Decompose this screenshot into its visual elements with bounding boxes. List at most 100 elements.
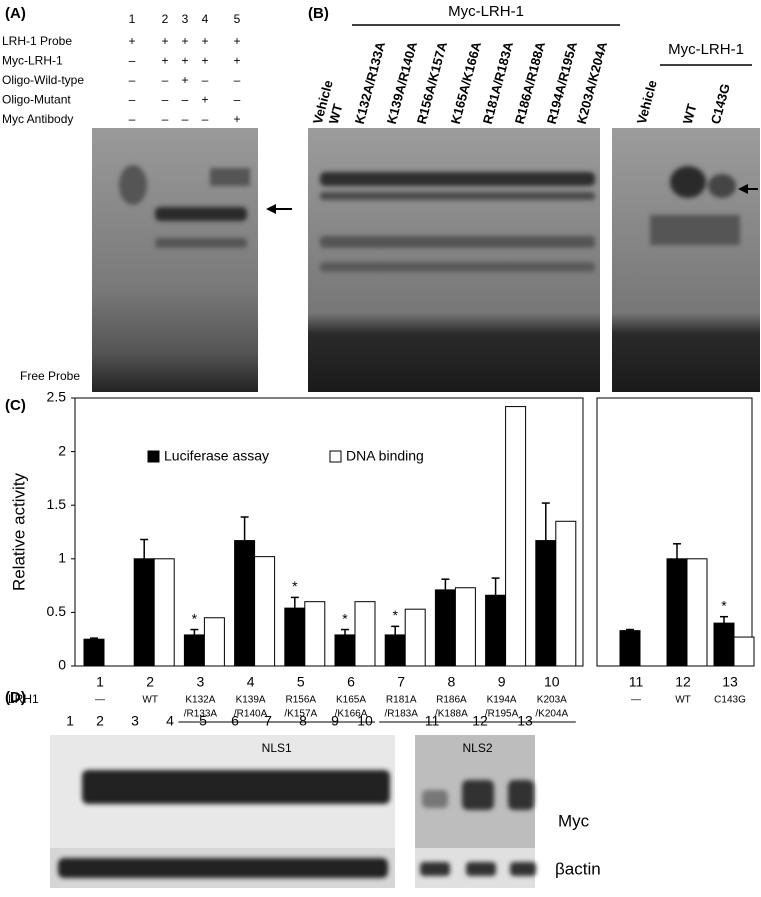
lane-label: R156A/K157A	[414, 40, 451, 126]
lane-number: 2	[162, 12, 169, 26]
condition-sign: –	[162, 93, 169, 107]
bar	[254, 556, 276, 667]
condition-sign: –	[162, 73, 169, 87]
plot-frame	[74, 397, 584, 667]
significance-mark: *	[192, 610, 198, 626]
bar	[686, 558, 708, 667]
panel-label: (A)	[5, 5, 26, 22]
x-tick-label: 6	[347, 674, 355, 690]
legend-label: Luciferase assay	[164, 448, 269, 464]
lane-number: 4	[202, 12, 209, 26]
condition-sign: –	[129, 54, 136, 68]
condition-sign: –	[129, 112, 136, 126]
legend-swatch	[329, 450, 342, 463]
y-axis-title: Relative activity	[9, 472, 28, 591]
category-detail: —	[95, 695, 105, 706]
condition-sign: –	[182, 112, 189, 126]
lane-number: 2	[96, 713, 104, 729]
significance-mark: *	[342, 610, 348, 626]
category-detail: C143G	[714, 695, 746, 706]
x-tick-label: 5	[297, 674, 305, 690]
category-detail: R186A	[436, 695, 467, 706]
lane-label: C143G	[708, 82, 733, 126]
bar	[619, 630, 641, 667]
category-detail: WT	[675, 695, 691, 706]
group-label: Myc-LRH-1	[668, 41, 744, 58]
legend-swatch	[147, 450, 160, 463]
y-tick-label: 0	[58, 657, 66, 673]
condition-sign: –	[182, 93, 189, 107]
x-tick-label: 2	[146, 674, 154, 690]
x-tick-label: 12	[675, 674, 691, 690]
panel-label: (B)	[308, 5, 329, 22]
bar	[454, 587, 476, 667]
condition-sign: +	[181, 73, 188, 87]
lane-label: R186A/R188A	[512, 40, 549, 126]
lane-label: K165A/K166A	[448, 40, 485, 126]
condition-label: LRH-1 Probe	[2, 34, 72, 48]
row-label: LRH1	[8, 692, 39, 706]
condition-sign: +	[161, 54, 168, 68]
lane-label: Vehicle	[634, 78, 660, 125]
bar	[733, 636, 755, 667]
x-tick-label: 1	[96, 674, 104, 690]
x-tick-label: 8	[448, 674, 456, 690]
group-label: NLS1	[262, 741, 292, 755]
category-detail: K165A	[336, 695, 366, 706]
condition-sign: +	[201, 54, 208, 68]
group-label: Myc-LRH-1	[448, 3, 524, 20]
lane-number: 10	[357, 713, 373, 729]
category-detail: R156A	[286, 695, 317, 706]
lane-number: 4	[166, 713, 174, 729]
bar	[505, 406, 527, 667]
lane-number: 3	[131, 713, 139, 729]
condition-sign: +	[161, 34, 168, 48]
y-tick-label: 2	[58, 442, 66, 458]
bar	[555, 520, 577, 667]
condition-sign: –	[234, 73, 241, 87]
lane-label: WT	[326, 102, 346, 125]
lane-label: R181A/R183A	[480, 40, 517, 126]
condition-sign: +	[233, 34, 240, 48]
bar	[153, 558, 175, 667]
condition-sign: –	[129, 73, 136, 87]
bar	[434, 589, 456, 667]
category-detail: —	[631, 695, 641, 706]
significance-mark: *	[292, 578, 298, 594]
category-detail: /K204A	[535, 709, 568, 720]
condition-sign: +	[233, 54, 240, 68]
panel-label: (D)	[5, 689, 26, 706]
panel-label: (C)	[5, 397, 26, 414]
condition-sign: +	[128, 34, 135, 48]
category-detail: /R140A	[234, 709, 268, 720]
gel-images	[92, 24, 760, 392]
condition-sign: –	[202, 73, 209, 87]
category-detail: K139A	[236, 695, 266, 706]
lane-number: 7	[264, 713, 272, 729]
condition-sign: –	[234, 93, 241, 107]
x-tick-label: 9	[498, 674, 506, 690]
condition-sign: –	[129, 93, 136, 107]
bar	[203, 617, 225, 667]
category-detail: /R133A	[184, 709, 218, 720]
condition-label: Oligo-Wild-type	[2, 73, 84, 87]
lane-number: 1	[129, 12, 136, 26]
category-detail: /K166A	[335, 709, 368, 720]
category-detail: K203A	[537, 695, 567, 706]
condition-sign: –	[162, 112, 169, 126]
lane-number: 13	[517, 713, 533, 729]
category-detail: /R195A	[485, 709, 519, 720]
lane-label: K139A/R140A	[384, 40, 421, 126]
lane-number: 1	[66, 713, 74, 729]
significance-mark: *	[392, 607, 398, 623]
condition-sign: +	[233, 112, 240, 126]
lane-number: 6	[231, 713, 239, 729]
significance-mark: *	[721, 597, 727, 613]
bar	[83, 638, 105, 667]
condition-label: Myc Antibody	[2, 112, 73, 126]
x-tick-label: 10	[544, 674, 560, 690]
y-tick-label: 0.5	[47, 603, 67, 619]
y-tick-label: 1.5	[47, 496, 67, 512]
x-tick-label: 11	[629, 674, 644, 690]
